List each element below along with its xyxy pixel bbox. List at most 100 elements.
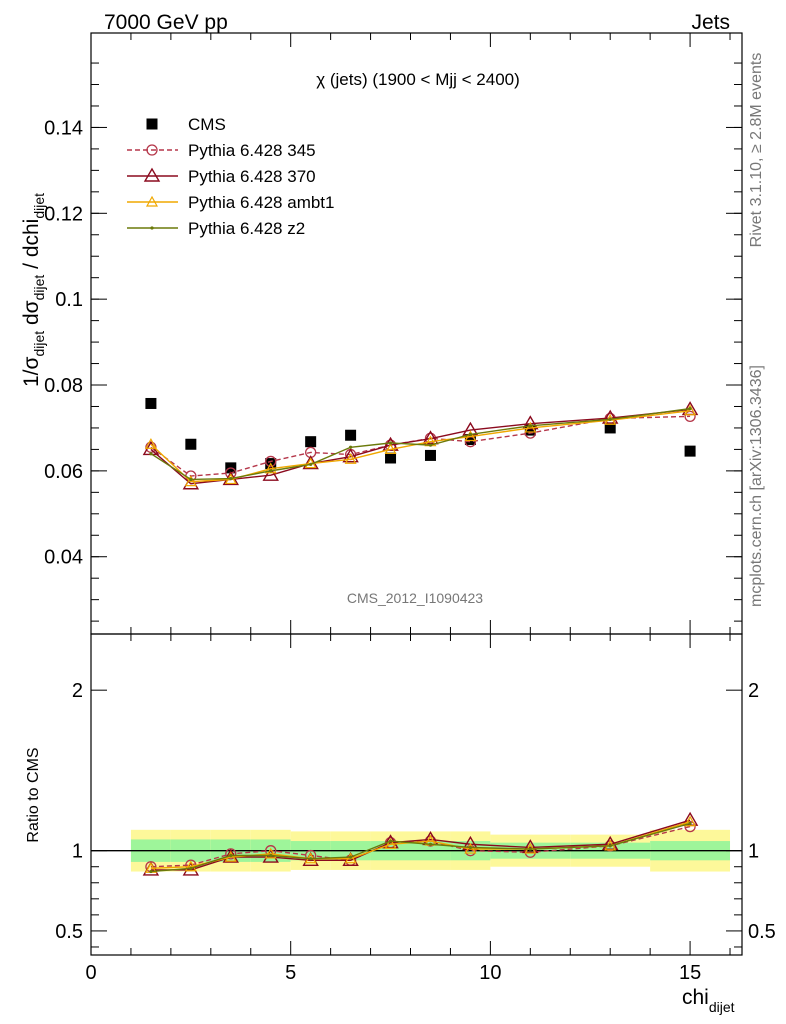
y-tick-label-right: 0.5 <box>748 921 776 943</box>
series-point <box>528 424 532 428</box>
cms-data-point <box>345 429 357 441</box>
series-point <box>349 445 353 449</box>
cms-data-point <box>424 449 436 461</box>
series-point <box>229 476 233 481</box>
ratio-line <box>150 822 691 873</box>
series-point <box>269 469 273 473</box>
x-tick-label: 0 <box>85 962 96 984</box>
header-right: Jets <box>691 11 730 34</box>
series-point <box>684 404 697 416</box>
x-tick-label: 10 <box>479 962 501 984</box>
series-pythia-6-428-z2 <box>149 407 692 482</box>
ratio-series-pythia-6-428-z2 <box>149 821 692 874</box>
legend-marker <box>146 118 158 130</box>
ratio-point <box>601 835 619 850</box>
series-line <box>150 410 691 483</box>
legend-label: CMS <box>188 115 226 134</box>
ratio-point <box>608 844 612 848</box>
rivet-version-label: Rivet 3.1.10, ≥ 2.8M events <box>748 53 765 248</box>
legend-entry: Pythia 6.428 345 <box>127 141 316 160</box>
cms-data-point <box>464 434 476 446</box>
mcplots-credit-label: mcplots.cern.ch [arXiv:1306.3436] <box>748 365 765 607</box>
ratio-point <box>229 853 233 858</box>
ratio-point <box>344 852 357 864</box>
y-tick-label-right: 1 <box>748 841 759 863</box>
main-plot-series <box>142 397 699 490</box>
cms-data-point <box>604 422 616 434</box>
ratio-point <box>384 838 397 849</box>
series-cms <box>145 397 696 474</box>
svg-text:1/σdijet dσdijet / dchidijet: 1/σdijet dσdijet / dchidijet <box>20 193 47 387</box>
series-point <box>388 441 393 445</box>
ratio-point <box>184 860 197 872</box>
ratio-point <box>468 845 473 850</box>
series-point <box>524 421 537 433</box>
ratio-y-axis-label: Ratio to CMS <box>25 747 42 842</box>
series-point <box>384 443 397 455</box>
legend-label: Pythia 6.428 345 <box>188 141 316 160</box>
cms-data-point <box>305 436 317 448</box>
series-point <box>688 407 692 411</box>
series-point <box>608 417 612 421</box>
analysis-watermark: CMS_2012_I1090423 <box>347 590 483 606</box>
series-point <box>309 462 313 467</box>
ratio-point <box>684 820 696 833</box>
cms-data-point <box>684 445 696 457</box>
series-line <box>150 407 691 481</box>
y-tick-label: 2 <box>72 680 83 702</box>
ratio-plot-series <box>142 811 699 876</box>
legend-marker <box>146 144 158 156</box>
x-axis-label: chidijet <box>682 986 735 1015</box>
header-left: 7000 GeV pp <box>104 11 228 34</box>
ratio-point <box>189 866 193 870</box>
y-tick-label: 0.14 <box>44 117 83 139</box>
ratio-point <box>684 815 697 827</box>
ratio-point <box>522 839 539 854</box>
cms-data-point <box>385 452 397 464</box>
y-tick-label-right: 2 <box>748 680 759 702</box>
ratio-point <box>681 811 699 826</box>
ratio-point <box>264 847 277 859</box>
ratio-point <box>388 839 393 843</box>
ratio-point <box>149 869 153 874</box>
ratio-point <box>688 821 692 825</box>
series-point <box>144 438 157 449</box>
series-point <box>149 452 153 456</box>
y-tick-label: 0.1 <box>55 289 83 311</box>
main-y-axis-label: 1/σdijet dσdijet / dchidijet <box>20 193 47 387</box>
legend-label: Pythia 6.428 ambt1 <box>188 193 334 212</box>
legend-label: Pythia 6.428 370 <box>188 167 316 186</box>
plot-title: χ (jets) (1900 < Mjj < 2400) <box>316 70 520 89</box>
series-point <box>344 453 357 464</box>
series-point <box>189 477 193 482</box>
legend-entry: Pythia 6.428 z2 <box>127 219 305 238</box>
legend-marker <box>150 226 154 230</box>
legend-entry: Pythia 6.428 ambt1 <box>127 193 334 212</box>
ratio-point <box>464 842 477 854</box>
series-point <box>342 448 359 463</box>
ratio-point <box>309 857 313 861</box>
legend-marker <box>145 195 159 207</box>
plot-frame <box>90 633 743 956</box>
series-point <box>464 430 477 442</box>
x-tick-label: 5 <box>285 962 296 984</box>
legend-marker <box>143 167 161 182</box>
series-point <box>428 443 433 447</box>
ratio-point <box>349 855 353 859</box>
series-line <box>150 415 691 477</box>
y-tick-label: 0.08 <box>44 375 83 397</box>
legend-entry: CMS <box>146 115 226 134</box>
y-tick-label: 1 <box>72 841 83 863</box>
svg-text:chidijet: chidijet <box>682 986 735 1015</box>
series-point <box>601 409 619 424</box>
ratio-plot-axes: 0.5 0.5 1 1 2 2 0 5 10 15 <box>55 633 776 984</box>
legend-label: Pythia 6.428 z2 <box>188 219 305 238</box>
series-point <box>265 455 277 468</box>
cms-data-point <box>185 438 197 450</box>
y-tick-label: 0.12 <box>44 203 83 225</box>
ratio-point <box>428 842 433 846</box>
cms-data-point <box>145 397 157 409</box>
y-tick-label: 0.5 <box>55 921 83 943</box>
legend: CMS Pythia 6.428 345 Pythia 6.428 370 Pythi… <box>127 115 334 238</box>
